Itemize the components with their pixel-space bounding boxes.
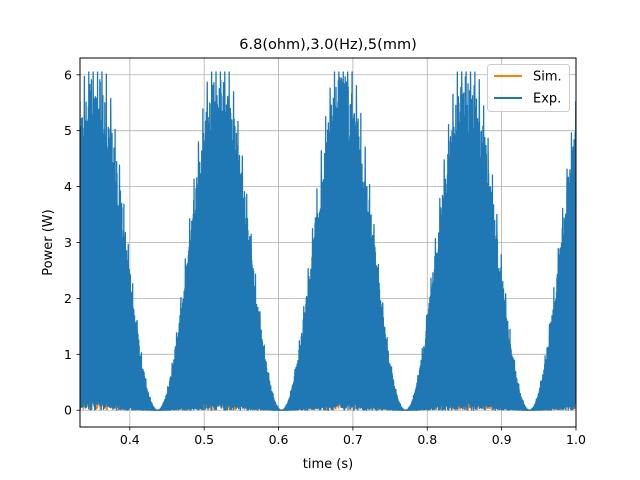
y-tick-label: 5	[64, 123, 72, 138]
x-tick-label: 0.6	[269, 432, 289, 447]
x-tick-label: 1.0	[566, 432, 586, 447]
x-tick-label: 0.7	[343, 432, 363, 447]
y-tick-label: 3	[64, 235, 72, 250]
chart-title: 6.8(ohm),3.0(Hz),5(mm)	[239, 37, 416, 53]
x-tick-label: 0.5	[194, 432, 214, 447]
legend: Sim. Exp.	[487, 64, 570, 112]
y-tick-label: 1	[64, 347, 72, 362]
y-tick-label: 6	[64, 67, 72, 82]
legend-label-sim: Sim.	[533, 70, 562, 85]
legend-label-exp: Exp.	[533, 92, 561, 107]
y-tick-label: 0	[64, 403, 72, 418]
axis-ticks: 0.4 0.5 0.6 0.7 0.8 0.9 1.0 0 1 2 3 4 5 6	[64, 67, 586, 447]
series-line-exp	[80, 71, 576, 411]
x-axis-label: time (s)	[303, 457, 353, 472]
y-axis-label: Power (W)	[41, 209, 56, 275]
plot-series	[80, 71, 576, 411]
y-tick-label: 4	[64, 179, 72, 194]
y-tick-label: 2	[64, 291, 72, 306]
x-tick-label: 0.4	[120, 432, 140, 447]
x-tick-label: 0.8	[417, 432, 437, 447]
x-tick-label: 0.9	[492, 432, 512, 447]
